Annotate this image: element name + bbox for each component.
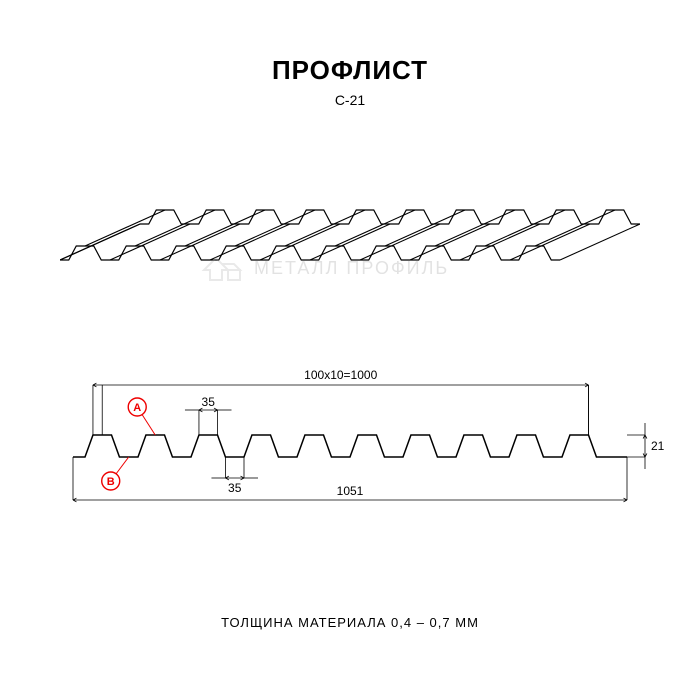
watermark: МЕТАЛЛ ПРОФИЛЬ [200, 250, 500, 286]
page: ПРОФЛИСТ С-21 МЕТАЛЛ ПРОФИЛЬ 100x10=1000… [0, 0, 700, 700]
footnote: ТОЛЩИНА МАТЕРИАЛА 0,4 – 0,7 ММ [0, 615, 700, 630]
svg-text:35: 35 [228, 481, 242, 495]
page-title: ПРОФЛИСТ [0, 55, 700, 86]
house-icon [200, 250, 244, 286]
svg-text:A: A [133, 402, 141, 414]
watermark-text: МЕТАЛЛ ПРОФИЛЬ [254, 258, 449, 279]
profile-diagram: 100x10=1000 1051 35 35 21 A B [30, 350, 670, 520]
svg-text:21: 21 [651, 439, 665, 453]
svg-text:B: B [107, 476, 115, 488]
page-subtitle: С-21 [0, 92, 700, 108]
svg-text:35: 35 [202, 395, 216, 409]
svg-text:100x10=1000: 100x10=1000 [304, 368, 377, 382]
svg-text:1051: 1051 [337, 484, 364, 498]
